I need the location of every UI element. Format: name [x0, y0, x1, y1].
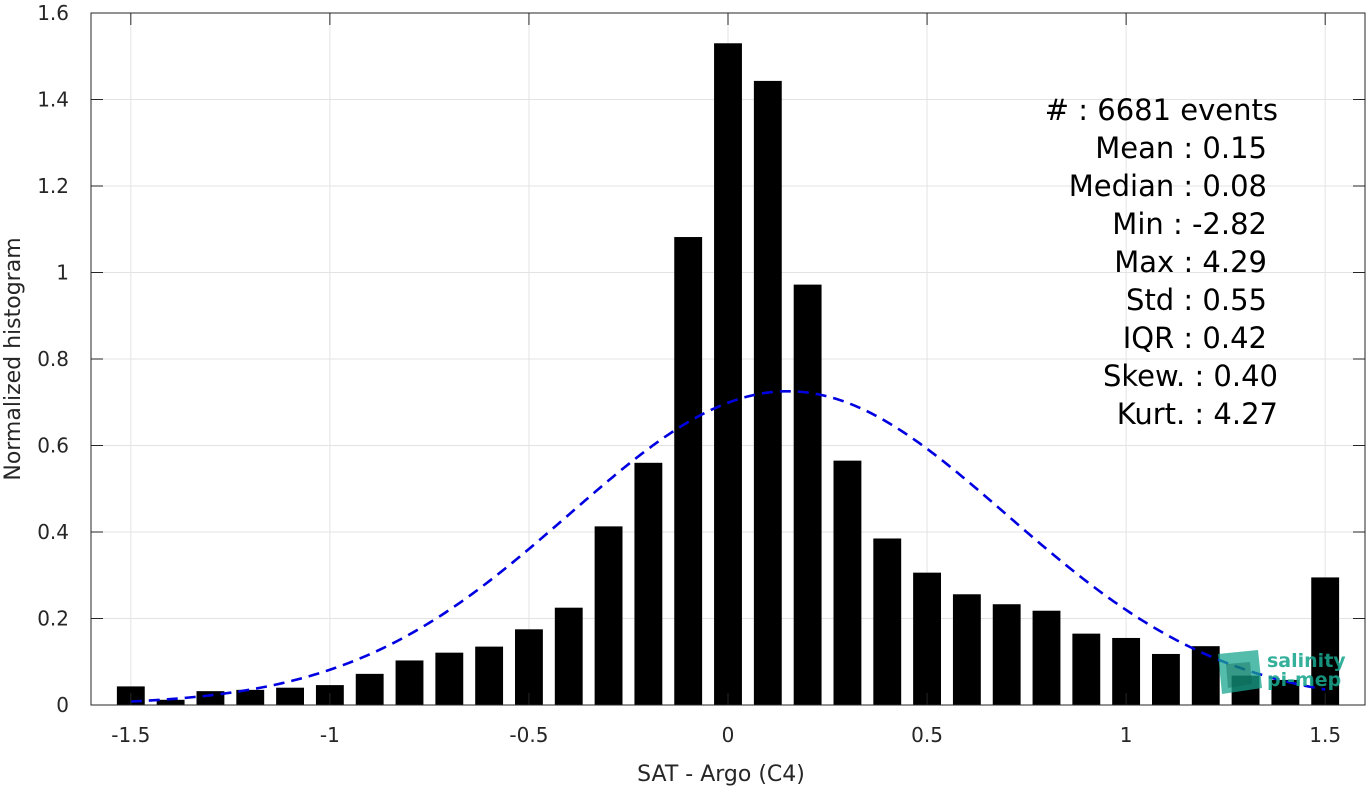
histogram-bar-3 — [236, 689, 265, 705]
logo-line-1: salinity — [1267, 650, 1346, 672]
logo-line-2: pi-mep — [1267, 669, 1341, 691]
statistics-box: # : 6681 events Mean : 0.15 Median : 0.0… — [1045, 93, 1278, 431]
histogram-bar-15 — [714, 43, 742, 705]
histogram-bar-2 — [196, 691, 225, 705]
y-tick-label-8: 1.6 — [37, 1, 69, 25]
y-tick-label-0: 0 — [56, 693, 69, 717]
stats-std: Std : 0.55 — [1126, 283, 1267, 317]
stats-iqr: IQR : 0.42 — [1123, 321, 1267, 355]
histogram-bar-26 — [1152, 653, 1180, 705]
y-tick-label-4: 0.8 — [37, 347, 69, 371]
histogram-bar-27 — [1191, 646, 1220, 705]
histogram-bar-6 — [355, 673, 384, 705]
histogram-bar-23 — [1032, 610, 1061, 705]
x-tick-label-3: 0 — [722, 723, 735, 747]
x-tick-label-2: -0.5 — [509, 723, 548, 747]
histogram-bar-22 — [992, 604, 1021, 705]
x-axis-title: SAT - Argo (C4) — [637, 762, 805, 787]
histogram-bar-9 — [475, 646, 504, 705]
y-tick-label-7: 1.4 — [37, 88, 69, 112]
x-tick-label-0: -1.5 — [111, 723, 150, 747]
x-axis-ticks: -1.5 -1 -0.5 0 0.5 1 1.5 — [111, 13, 1341, 747]
x-tick-label-5: 1 — [1120, 723, 1133, 747]
stats-skewness: Skew. : 0.40 — [1103, 359, 1278, 393]
histogram-bar-30 — [1311, 577, 1340, 705]
y-axis-ticks: 0 0.2 0.4 0.6 0.8 1 1.2 1.4 1.6 — [37, 1, 1365, 717]
histogram-bar-11 — [554, 607, 583, 705]
x-tick-label-1: -1 — [320, 723, 340, 747]
x-tick-label-4: 0.5 — [911, 723, 943, 747]
stats-mean: Mean : 0.15 — [1095, 131, 1267, 165]
y-tick-label-6: 1.2 — [37, 174, 69, 198]
y-tick-label-2: 0.4 — [37, 520, 69, 544]
y-tick-label-3: 0.6 — [37, 434, 69, 458]
histogram-bar-20 — [913, 572, 941, 705]
stats-count: # : 6681 events — [1045, 93, 1278, 127]
histogram-bar-19 — [873, 538, 902, 705]
y-axis-title: Normalized histogram — [1, 237, 26, 480]
stats-max: Max : 4.29 — [1114, 245, 1267, 279]
histogram-bar-12 — [594, 526, 623, 705]
x-tick-label-6: 1.5 — [1309, 723, 1341, 747]
histogram-bar-8 — [435, 652, 464, 705]
histogram-bar-4 — [276, 687, 304, 705]
logo-mark-shadow-icon — [1226, 662, 1252, 688]
histogram-bar-10 — [515, 629, 543, 705]
histogram-bar-13 — [634, 462, 663, 705]
histogram-bar-17 — [793, 284, 822, 705]
histogram-bar-1 — [156, 699, 185, 705]
salinity-pimep-logo: salinity pi-mep — [1218, 650, 1346, 694]
histogram-bar-21 — [952, 594, 981, 705]
stats-kurtosis: Kurt. : 4.27 — [1117, 397, 1278, 431]
normal-fit-curve — [130, 389, 1326, 703]
y-tick-label-5: 1 — [56, 261, 69, 285]
histogram-bar-24 — [1072, 633, 1101, 705]
histogram-bars — [116, 43, 1340, 706]
y-tick-label-1: 0.2 — [37, 607, 69, 631]
histogram-bar-7 — [395, 660, 424, 705]
histogram-bar-14 — [674, 237, 703, 705]
stats-min: Min : -2.82 — [1112, 207, 1267, 241]
histogram-bar-18 — [833, 460, 862, 705]
stats-median: Median : 0.08 — [1069, 169, 1267, 203]
